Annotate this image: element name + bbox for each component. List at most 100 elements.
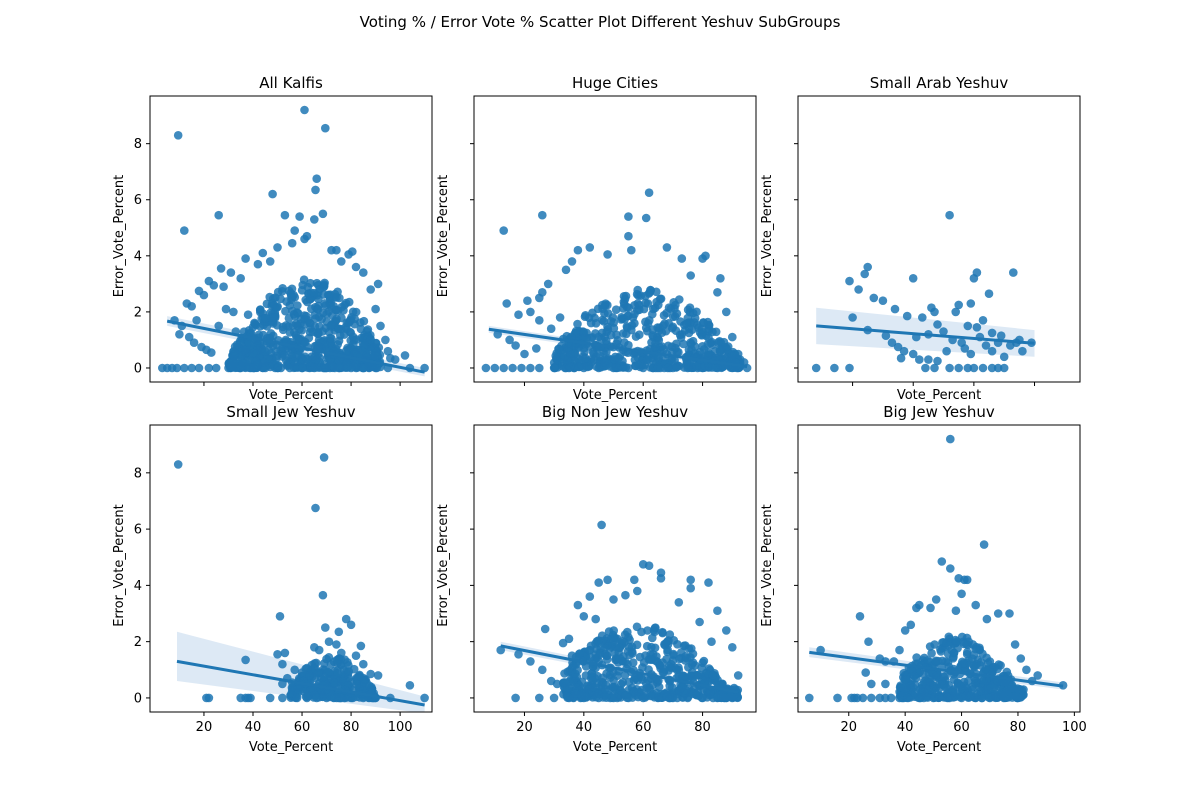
scatter-point xyxy=(232,340,242,349)
y-tick-label: 4 xyxy=(134,579,142,594)
subplot-5: 20 40 60 80 Big Non Jew Yeshuv Vote_Percent Er… xyxy=(436,403,757,755)
scatter-point xyxy=(683,693,692,703)
scatter-point xyxy=(334,363,344,373)
scatter-point xyxy=(698,693,707,703)
scatter-point xyxy=(969,363,979,373)
scatter-point xyxy=(624,231,633,241)
scatter-point xyxy=(224,363,233,373)
scatter-point xyxy=(621,291,631,301)
scatter-point xyxy=(733,671,743,680)
scatter-point xyxy=(881,331,891,341)
scatter-point xyxy=(255,307,265,317)
scatter-point xyxy=(901,674,911,684)
scatter-point xyxy=(704,578,713,587)
scatter-point xyxy=(342,318,352,328)
scatter-point xyxy=(324,291,334,300)
scatter-point xyxy=(641,291,650,301)
scatter-point xyxy=(321,123,330,133)
subplot-1: 0 2 4 6 8 All Kalfis Vote_Percent Error_Vote_Pe… xyxy=(112,74,433,403)
scatter-point xyxy=(848,313,857,322)
scatter-point xyxy=(336,655,346,664)
scatter-point xyxy=(684,328,694,338)
x-tick-label: 80 xyxy=(1010,720,1027,735)
scatter-point xyxy=(703,350,713,360)
scatter-point xyxy=(606,317,616,326)
scatter-point xyxy=(930,307,939,317)
scatter-point xyxy=(305,318,314,328)
scatter-point xyxy=(942,683,951,693)
scatter-point xyxy=(993,363,1003,373)
scatter-point xyxy=(258,248,268,258)
scatter-point xyxy=(288,306,297,316)
scatter-point xyxy=(971,693,980,703)
regression-line xyxy=(166,319,425,374)
scatter-point xyxy=(287,238,297,248)
scatter-point xyxy=(609,683,618,692)
y-tick-label: 2 xyxy=(134,305,142,320)
scatter-point xyxy=(281,306,290,316)
scatter-point xyxy=(683,363,692,373)
scatter-point xyxy=(972,323,982,332)
scatter-point xyxy=(641,213,651,223)
scatter-point xyxy=(546,324,556,334)
scatter-point xyxy=(321,301,330,310)
scatter-point xyxy=(659,321,668,330)
scatter-point xyxy=(289,357,299,367)
scatter-point xyxy=(945,363,954,373)
scatter-point xyxy=(280,648,290,658)
x-tick-label: 60 xyxy=(953,720,970,735)
x-tick-label: 60 xyxy=(294,720,311,735)
scatter-point xyxy=(878,296,888,306)
scatter-point xyxy=(685,303,695,313)
scatter-point xyxy=(845,363,854,373)
scatter-point xyxy=(861,668,870,677)
scatter-point xyxy=(632,622,642,632)
scatter-point xyxy=(951,606,961,615)
scatter-point xyxy=(954,363,963,373)
scatter-point xyxy=(630,301,639,310)
scatter-point xyxy=(236,274,245,283)
scatter-point xyxy=(600,357,609,367)
scatter-point xyxy=(930,640,939,649)
scatter-point xyxy=(400,351,410,360)
scatter-point xyxy=(618,678,628,687)
scatter-point xyxy=(278,659,287,669)
scatter-point xyxy=(372,347,382,357)
y-tick-label: 8 xyxy=(134,466,142,481)
scatter-point xyxy=(969,660,979,670)
scatter-point xyxy=(976,657,986,667)
y-tick-label: 0 xyxy=(134,691,142,706)
scatter-point xyxy=(567,651,577,660)
scatter-point xyxy=(291,319,301,329)
scatter-point xyxy=(614,643,624,652)
scatter-point xyxy=(963,363,973,373)
scatter-point xyxy=(1009,268,1018,277)
scatter-point xyxy=(895,645,904,655)
scatter-point xyxy=(560,669,569,678)
scatter-point xyxy=(306,278,315,288)
scatter-point xyxy=(340,300,349,310)
scatter-point xyxy=(573,600,583,610)
x-axis-label: Vote_Percent xyxy=(897,740,981,755)
scatter-point xyxy=(248,322,258,332)
scatter-point xyxy=(668,312,678,322)
scatter-point xyxy=(327,320,336,330)
scatter-point xyxy=(334,356,344,365)
scatter-point xyxy=(854,285,863,294)
scatter-point xyxy=(295,212,304,221)
scatter-point xyxy=(318,308,328,318)
scatter-point xyxy=(978,649,987,659)
scatter-point xyxy=(657,342,667,351)
scatter-point xyxy=(502,299,512,308)
scatter-point xyxy=(715,344,725,354)
scatter-point xyxy=(221,304,231,314)
scatter-point xyxy=(526,363,535,373)
scatter-point xyxy=(366,335,375,345)
scatter-point xyxy=(899,684,909,693)
scatter-point xyxy=(591,329,600,338)
scatter-point xyxy=(647,338,656,347)
scatter-point xyxy=(933,356,942,366)
scatter-point xyxy=(620,671,630,680)
scatter-point xyxy=(555,313,565,322)
scatter-point xyxy=(180,226,189,235)
